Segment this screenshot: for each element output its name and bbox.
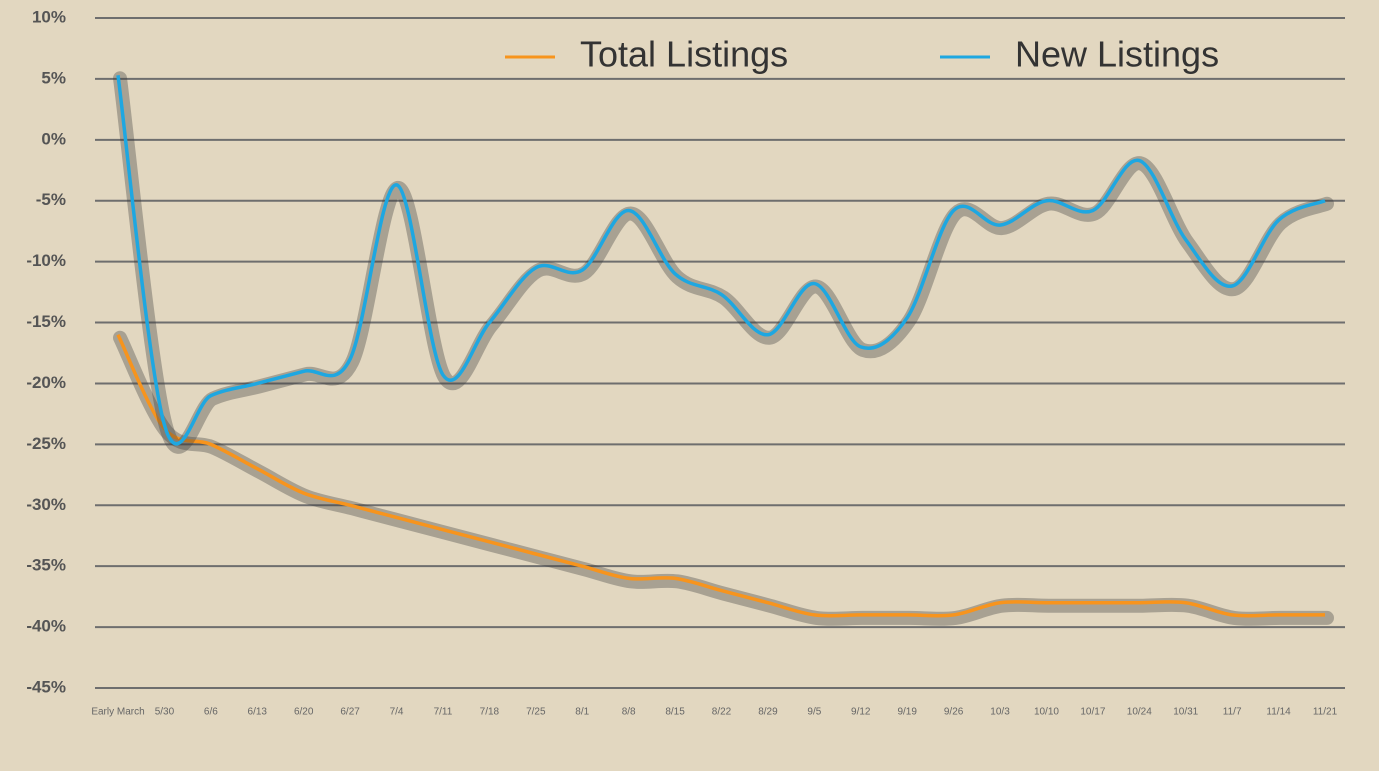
x-tick-label: 6/13 xyxy=(248,707,268,718)
y-tick-label: 0% xyxy=(41,129,66,148)
x-tick-label: 7/18 xyxy=(480,707,500,718)
y-tick-label: -35% xyxy=(26,556,66,575)
y-tick-label: 5% xyxy=(41,68,66,87)
x-tick-label: 8/29 xyxy=(758,707,778,718)
series-line xyxy=(116,75,1326,446)
line-shadow xyxy=(113,330,1334,626)
x-tick-label: 10/10 xyxy=(1034,707,1059,718)
x-tick-label: 8/15 xyxy=(665,707,685,718)
x-tick-label: 9/26 xyxy=(944,707,964,718)
x-tick-label: 7/11 xyxy=(434,707,453,718)
x-tick-label: 11/7 xyxy=(1223,707,1242,718)
y-tick-label: -5% xyxy=(36,190,66,209)
x-tick-label: 10/3 xyxy=(990,707,1010,718)
x-tick-label: 8/22 xyxy=(712,707,732,718)
x-tick-label: 8/1 xyxy=(575,707,589,718)
x-tick-label: 9/19 xyxy=(897,707,917,718)
y-tick-label: -20% xyxy=(26,373,66,392)
x-tick-label: 6/6 xyxy=(204,707,218,718)
legend-label: Total Listings xyxy=(580,34,788,75)
x-tick-label: 7/4 xyxy=(390,707,404,718)
legend-label: New Listings xyxy=(1015,34,1219,75)
y-tick-label: -30% xyxy=(26,495,66,514)
x-tick-label: 9/5 xyxy=(807,707,821,718)
y-tick-label: -25% xyxy=(26,434,66,453)
x-tick-label: 5/30 xyxy=(155,707,175,718)
x-tick-label: Early March xyxy=(91,707,144,718)
series-line xyxy=(116,333,1325,618)
x-tick-label: 11/21 xyxy=(1313,707,1338,718)
x-tick-label: 11/14 xyxy=(1266,707,1291,718)
y-tick-label: -40% xyxy=(26,617,66,636)
y-tick-label: 10% xyxy=(32,7,66,26)
y-tick-label: -10% xyxy=(26,251,66,270)
x-tick-label: 8/8 xyxy=(622,707,636,718)
x-tick-label: 10/24 xyxy=(1127,707,1152,718)
x-tick-label: 9/12 xyxy=(851,707,871,718)
x-tick-label: 6/20 xyxy=(294,707,314,718)
x-tick-label: 6/27 xyxy=(340,707,360,718)
x-tick-label: 10/31 xyxy=(1173,707,1198,718)
y-tick-label: -15% xyxy=(26,312,66,331)
x-tick-label: 10/17 xyxy=(1080,707,1105,718)
x-tick-label: 7/25 xyxy=(526,707,546,718)
y-tick-label: -45% xyxy=(26,677,66,696)
